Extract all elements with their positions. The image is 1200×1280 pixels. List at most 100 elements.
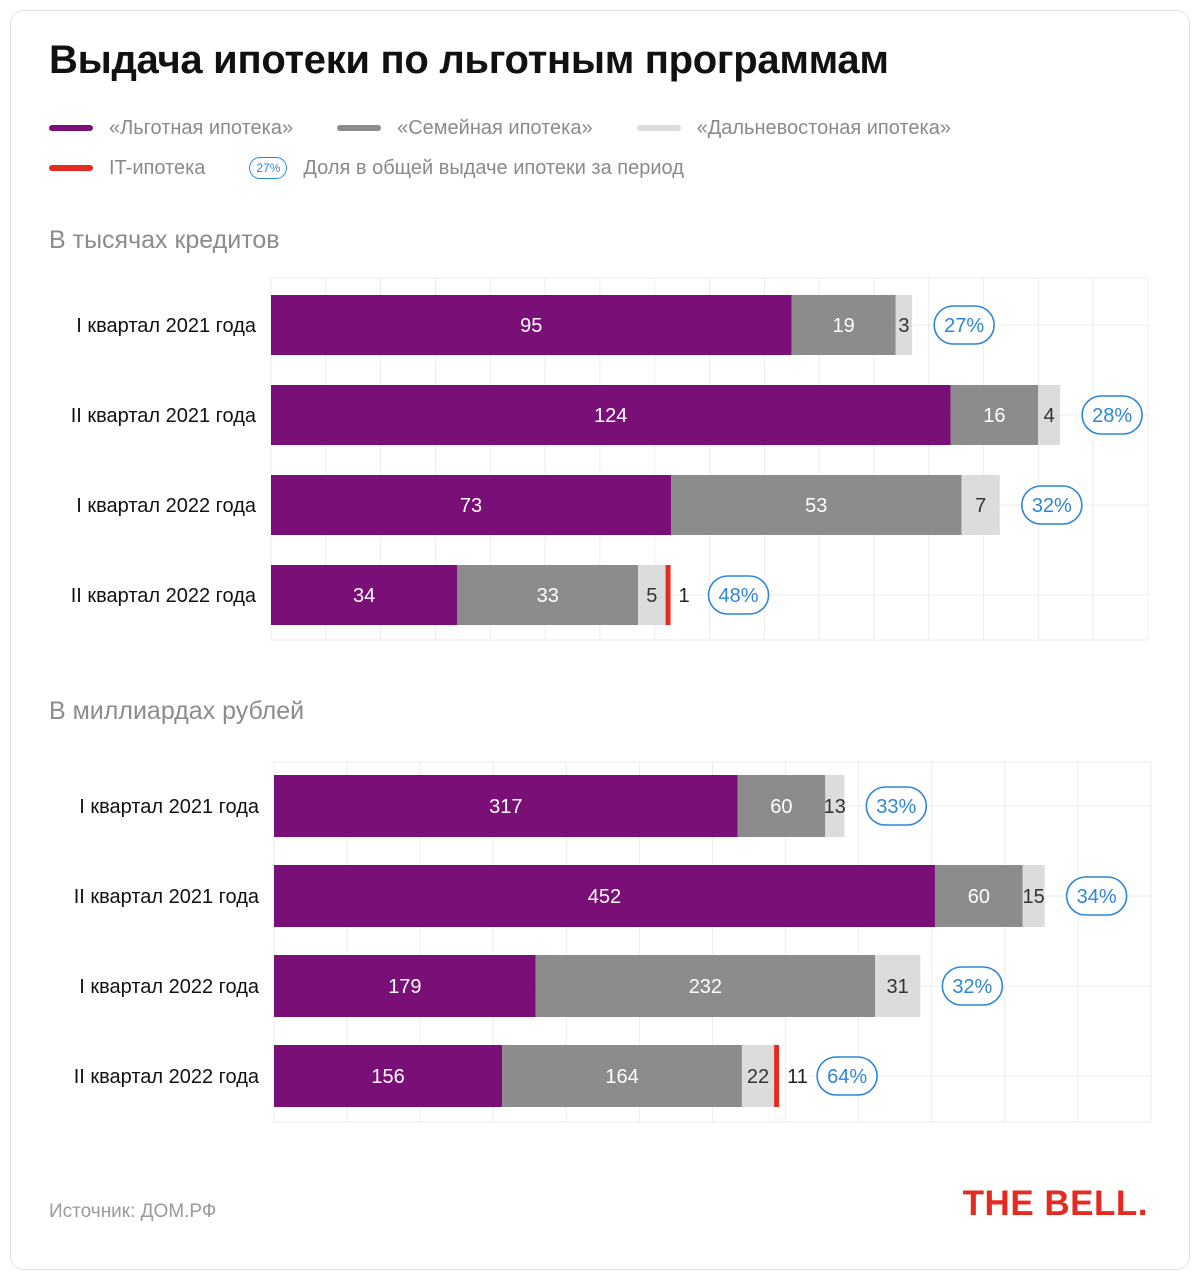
legend-label-dalnevostochnaya: «Дальневостоная ипотека» xyxy=(696,116,951,139)
legend-swatch-dalnevostochnaya xyxy=(636,125,681,131)
bar-segment-lgotnaya xyxy=(274,1045,503,1107)
data-label-semeynaya: 164 xyxy=(605,1066,638,1088)
data-label-lgotnaya: 124 xyxy=(594,405,627,427)
share-pill-label: 34% xyxy=(1077,886,1117,908)
data-label-lgotnaya: 34 xyxy=(353,585,375,607)
bar-segment-semeynaya xyxy=(934,865,1023,927)
bar-segment-semeynaya xyxy=(457,565,639,625)
bar-segment-semeynaya xyxy=(950,385,1039,445)
share-pill xyxy=(816,1056,878,1096)
category-label: II квартал 2022 года xyxy=(74,1066,260,1088)
legend-row-1: «Льготная ипотека» «Семейная ипотека» «Д… xyxy=(49,113,995,143)
data-label-it: 1 xyxy=(679,585,690,607)
category-label: I квартал 2022 года xyxy=(76,495,257,517)
data-label-dalnevostochnaya: 22 xyxy=(747,1066,769,1088)
data-label-dalnevostochnaya: 13 xyxy=(824,796,846,818)
legend-label-semeynaya: «Семейная ипотека» xyxy=(397,116,593,139)
category-label: I квартал 2022 года xyxy=(79,976,260,998)
legend-label-share: Доля в общей выдаче ипотеки за период xyxy=(303,156,684,179)
data-label-semeynaya: 16 xyxy=(983,405,1005,427)
data-label-lgotnaya: 317 xyxy=(489,796,522,818)
bar-segment-lgotnaya xyxy=(274,955,536,1017)
legend-swatch-semeynaya xyxy=(337,125,382,131)
chart-rubles: I квартал 2021 года 317 60 13 33% II квартал … xyxy=(74,761,1152,1123)
data-label-dalnevostochnaya: 5 xyxy=(646,585,657,607)
data-label-dalnevostochnaya: 31 xyxy=(887,976,909,998)
data-label-dalnevostochnaya: 4 xyxy=(1044,405,1055,427)
the-bell-logo: THE BELL. xyxy=(962,1184,1148,1223)
share-pill xyxy=(865,786,928,826)
share-pill xyxy=(941,966,1004,1006)
legend-swatch-it xyxy=(49,165,93,171)
legend-item-lgotnaya: «Льготная ипотека» xyxy=(49,117,293,140)
data-label-lgotnaya: 452 xyxy=(588,886,621,908)
legend-swatch-lgotnaya xyxy=(49,125,93,131)
section-title-credits: В тысячах кредитов xyxy=(49,226,280,254)
bar-segment-semeynaya xyxy=(671,475,962,535)
bar-segment-semeynaya xyxy=(502,1045,742,1107)
category-label: II квартал 2021 года xyxy=(74,886,260,908)
data-label-semeynaya: 19 xyxy=(833,315,855,337)
share-pill-label: 28% xyxy=(1092,405,1132,427)
share-pill-label: 33% xyxy=(876,796,916,818)
data-label-dalnevostochnaya: 3 xyxy=(898,315,909,337)
legend-item-semeynaya: «Семейная ипотека» xyxy=(337,116,593,140)
bar-segment-dalnevostochnaya xyxy=(1022,865,1045,927)
data-label-lgotnaya: 95 xyxy=(520,315,542,337)
bar-segment-dalnevostochnaya xyxy=(1038,385,1061,445)
data-label-lgotnaya: 156 xyxy=(371,1066,404,1088)
share-pill-label: 48% xyxy=(719,585,759,607)
category-label: II квартал 2021 года xyxy=(71,405,257,427)
bar-segment-lgotnaya xyxy=(271,475,672,535)
data-label-semeynaya: 53 xyxy=(805,495,827,517)
bar-segment-dalnevostochnaya xyxy=(875,955,921,1017)
bar-segment-dalnevostochnaya xyxy=(961,475,1000,535)
share-chip-icon: 27% xyxy=(249,157,288,179)
bar-segment-semeynaya xyxy=(535,955,876,1017)
data-label-lgotnaya: 179 xyxy=(388,976,421,998)
bar-segment-lgotnaya xyxy=(271,295,792,355)
category-label: I квартал 2021 года xyxy=(79,796,260,818)
data-label-dalnevostochnaya: 15 xyxy=(1023,886,1045,908)
category-label: I квартал 2021 года xyxy=(76,315,257,337)
share-pill xyxy=(933,305,995,345)
data-label-dalnevostochnaya: 7 xyxy=(975,495,986,517)
source-note: Источник: ДОМ.РФ xyxy=(49,1201,217,1222)
category-label: II квартал 2022 года xyxy=(71,585,257,607)
share-pill-label: 32% xyxy=(1032,495,1072,517)
legend-item-dalnevostochnaya: «Дальневостоная ипотека» xyxy=(636,116,951,140)
bar-segment-dalnevostochnaya xyxy=(741,1045,775,1107)
chart-title: Выдача ипотеки по льготным программам xyxy=(49,38,889,82)
bar-segment-dalnevostochnaya xyxy=(895,295,913,355)
data-label-semeynaya: 232 xyxy=(689,976,722,998)
bar-segment-lgotnaya xyxy=(271,385,951,445)
bar-segment-lgotnaya xyxy=(274,775,738,837)
share-pill-label: 64% xyxy=(827,1066,867,1088)
share-pill xyxy=(1065,876,1128,916)
data-label-semeynaya: 60 xyxy=(968,886,990,908)
bar-segment-lgotnaya xyxy=(274,865,935,927)
data-label-lgotnaya: 73 xyxy=(460,495,482,517)
data-label-semeynaya: 33 xyxy=(537,585,559,607)
share-pill xyxy=(707,575,770,615)
share-pill-label: 32% xyxy=(952,976,992,998)
share-pill xyxy=(1021,485,1083,525)
chart-credits: I квартал 2021 года 95 19 3 27% II квартал 20… xyxy=(71,277,1149,641)
share-pill-label: 27% xyxy=(944,315,984,337)
data-label-semeynaya: 60 xyxy=(770,796,792,818)
legend-label-lgotnaya: «Льготная ипотека» xyxy=(109,116,294,139)
data-label-it: 11 xyxy=(787,1066,808,1088)
section-title-rubles: В миллиардах рублей xyxy=(49,697,305,725)
share-pill xyxy=(1081,395,1143,435)
bar-segment-dalnevostochnaya xyxy=(638,565,666,625)
bar-segment-lgotnaya xyxy=(271,565,458,625)
legend-label-it: IT-ипотека xyxy=(109,156,206,179)
legend-row-2: IT-ипотека 27% Доля в общей выдаче ипоте… xyxy=(49,153,728,183)
bar-segment-semeynaya xyxy=(791,295,896,355)
bar-segment-it xyxy=(774,1045,780,1107)
legend-item-share: 27% Доля в общей выдаче ипотеки за перио… xyxy=(249,156,684,180)
bar-segment-semeynaya xyxy=(737,775,826,837)
bar-segment-dalnevostochnaya xyxy=(825,775,845,837)
legend-item-it: IT-ипотека xyxy=(49,157,205,180)
bar-segment-it xyxy=(665,565,671,625)
